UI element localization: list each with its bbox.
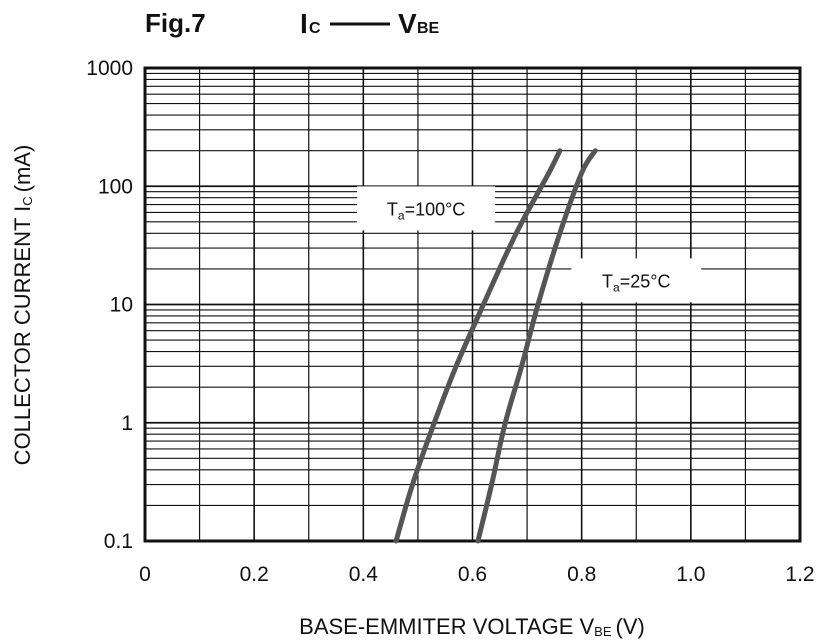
y-axis-label-main: COLLECTOR CURRENT I: [10, 206, 35, 466]
x-tick-label: 0.2: [240, 563, 269, 586]
y-tick-labels: 0.1 1 10 100 1000: [86, 57, 133, 553]
x-tick-label: 0.8: [567, 563, 596, 586]
y-axis-label: COLLECTOR CURRENT IC (mA): [10, 145, 35, 466]
series-line-ta-100c: [393, 148, 563, 544]
title-x-subscript: BE: [417, 20, 440, 37]
x-axis-label-unit: (V): [616, 614, 645, 639]
series-label-subscript: a: [398, 208, 405, 222]
plot-grid: [145, 68, 800, 541]
series-line-ta-25c: [475, 148, 598, 544]
title-x-symbol: V: [398, 8, 417, 39]
y-axis-label-unit: (mA): [10, 145, 35, 193]
plot-frame: [143, 66, 802, 543]
x-tick-label: 1.2: [785, 563, 814, 586]
series-label-box: [357, 186, 496, 231]
series-lines: [393, 148, 598, 544]
series-label-symbol: T: [387, 199, 398, 219]
x-tick-labels: 0 0.2 0.4 0.6 0.8 1.0 1.2: [139, 563, 814, 586]
series-labels: Ta=100°CTa=25°C: [357, 186, 702, 303]
x-tick-label: 0.6: [458, 563, 487, 586]
x-axis-label: BASE-EMMITER VOLTAGE VBE (V): [299, 614, 645, 639]
x-axis-label-subscript: BE: [594, 624, 612, 639]
y-tick-label: 10: [110, 294, 133, 317]
x-axis-label-main: BASE-EMMITER VOLTAGE V: [299, 614, 594, 639]
series-label-text: Ta=25°C: [602, 271, 670, 294]
y-tick-label: 0.1: [104, 530, 133, 553]
chart-title: I C V BE: [300, 8, 440, 39]
series-label-ta-100c: Ta=100°C: [357, 186, 496, 231]
figure-number: Fig.7: [145, 8, 206, 38]
series-label-subscript: a: [613, 280, 620, 294]
x-tick-label: 0: [139, 563, 151, 586]
series-label-condition: =25°C: [620, 271, 671, 291]
series-label-box: [571, 258, 702, 303]
series-label-ta-25c: Ta=25°C: [571, 258, 702, 303]
x-tick-label: 1.0: [676, 563, 705, 586]
y-tick-label: 100: [98, 175, 133, 198]
y-axis-label-subscript: C: [20, 196, 35, 205]
title-y-subscript: C: [309, 20, 321, 37]
title-y-symbol: I: [300, 8, 308, 39]
series-label-symbol: T: [602, 271, 613, 291]
x-tick-label: 0.4: [349, 563, 379, 586]
y-tick-label: 1: [121, 412, 133, 435]
series-label-text: Ta=100°C: [387, 199, 465, 222]
y-tick-label: 1000: [86, 57, 133, 80]
series-label-condition: =100°C: [405, 199, 466, 219]
